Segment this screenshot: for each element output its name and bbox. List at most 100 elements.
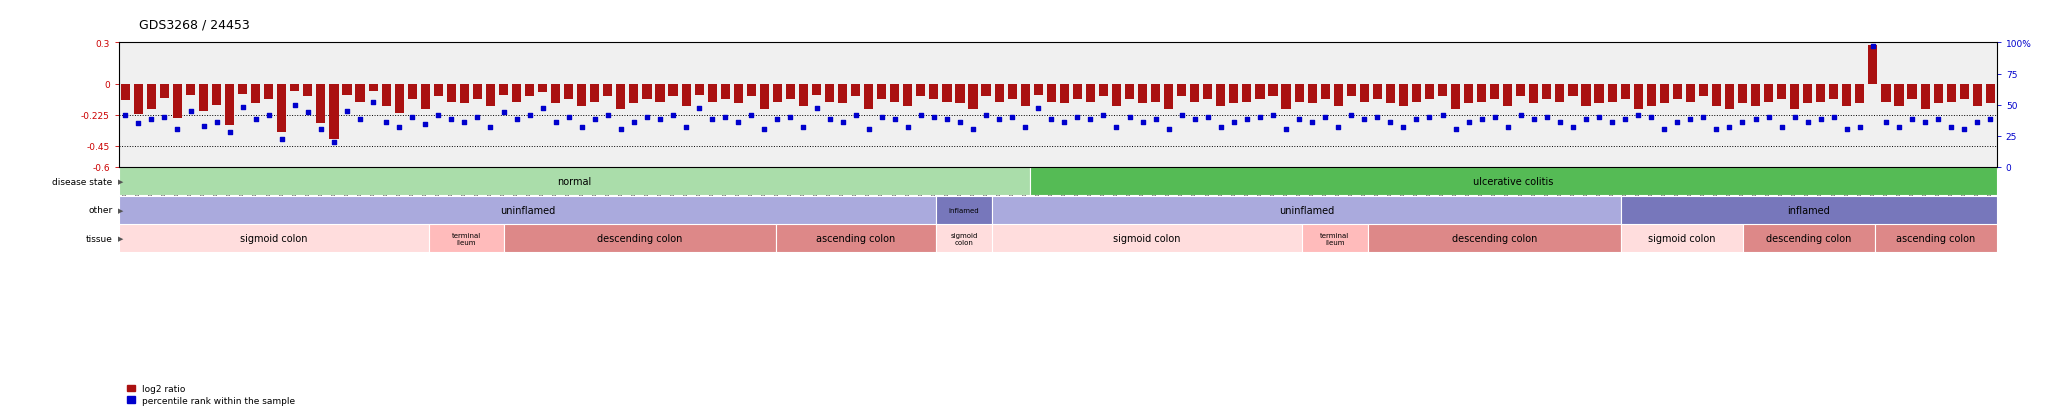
Point: [696, 117, 729, 123]
Bar: [1151, 85, 1159, 102]
Point: [891, 124, 924, 131]
Point: [1452, 119, 1485, 126]
Point: [487, 109, 520, 116]
Bar: [991, 196, 1622, 224]
Bar: [1933, 85, 1944, 104]
Bar: [1882, 85, 1890, 102]
Point: [813, 117, 846, 123]
Bar: [643, 85, 651, 100]
Point: [461, 114, 494, 121]
Point: [473, 124, 506, 131]
Bar: [1516, 85, 1526, 97]
Point: [1739, 117, 1772, 123]
Point: [252, 112, 285, 119]
Point: [1049, 119, 1081, 126]
Point: [1153, 127, 1186, 133]
Text: descending colon: descending colon: [1452, 234, 1538, 244]
Bar: [199, 85, 209, 112]
Point: [592, 112, 625, 119]
Bar: [1372, 85, 1382, 100]
Bar: [1386, 85, 1395, 104]
Point: [1022, 106, 1055, 112]
Point: [801, 106, 834, 112]
Point: [186, 123, 219, 130]
Bar: [1411, 85, 1421, 102]
Point: [1569, 117, 1602, 123]
Bar: [1595, 85, 1604, 104]
Point: [905, 112, 938, 119]
Bar: [1581, 85, 1591, 107]
Text: ascending colon: ascending colon: [1896, 234, 1976, 244]
Bar: [330, 85, 338, 140]
Bar: [1008, 85, 1016, 100]
Point: [1583, 114, 1616, 121]
Bar: [485, 85, 496, 107]
Bar: [1368, 225, 1622, 253]
Bar: [1360, 85, 1368, 102]
Point: [1649, 127, 1681, 133]
Bar: [1333, 85, 1343, 107]
Bar: [915, 85, 926, 97]
Point: [1765, 124, 1798, 131]
Point: [371, 119, 403, 126]
Bar: [1073, 85, 1081, 100]
Bar: [504, 225, 776, 253]
Bar: [776, 225, 936, 253]
Point: [240, 117, 272, 123]
Point: [553, 114, 586, 121]
Text: uninflamed: uninflamed: [1280, 205, 1333, 215]
Text: descending colon: descending colon: [1765, 234, 1851, 244]
Point: [1974, 117, 2007, 123]
Point: [1192, 114, 1225, 121]
Bar: [1085, 85, 1096, 102]
Bar: [969, 85, 977, 109]
Bar: [342, 85, 352, 96]
Point: [1792, 119, 1825, 126]
Point: [670, 124, 702, 131]
Bar: [760, 85, 768, 109]
Point: [201, 119, 233, 126]
Text: ▶: ▶: [119, 179, 123, 185]
Bar: [1554, 85, 1565, 102]
Bar: [133, 85, 143, 115]
Point: [631, 114, 664, 121]
Bar: [709, 85, 717, 102]
Bar: [1229, 85, 1239, 104]
Point: [1544, 119, 1577, 126]
Bar: [512, 85, 520, 102]
Text: ulcerative colitis: ulcerative colitis: [1473, 177, 1552, 187]
Point: [1282, 117, 1315, 123]
Point: [434, 117, 467, 123]
Bar: [1034, 85, 1042, 96]
Point: [330, 108, 362, 115]
Point: [1425, 112, 1458, 119]
Bar: [891, 85, 899, 102]
Bar: [811, 85, 821, 96]
Bar: [473, 85, 481, 100]
Bar: [121, 85, 129, 101]
Bar: [1020, 85, 1030, 107]
Point: [1921, 117, 1954, 123]
Bar: [1843, 85, 1851, 107]
Bar: [1874, 225, 1997, 253]
Point: [1479, 114, 1511, 121]
Point: [266, 137, 299, 143]
Bar: [563, 85, 573, 100]
Point: [643, 117, 676, 123]
Point: [852, 127, 885, 133]
Point: [1700, 127, 1733, 133]
Bar: [119, 225, 428, 253]
Bar: [434, 85, 442, 97]
Bar: [1894, 85, 1903, 107]
Point: [995, 114, 1028, 121]
Point: [983, 117, 1016, 123]
Bar: [1399, 85, 1407, 107]
Bar: [1348, 85, 1356, 97]
Point: [1061, 114, 1094, 121]
Bar: [264, 85, 272, 100]
Point: [1530, 114, 1563, 121]
Bar: [539, 85, 547, 93]
Point: [1010, 124, 1042, 131]
Bar: [629, 85, 639, 104]
Point: [135, 117, 168, 123]
